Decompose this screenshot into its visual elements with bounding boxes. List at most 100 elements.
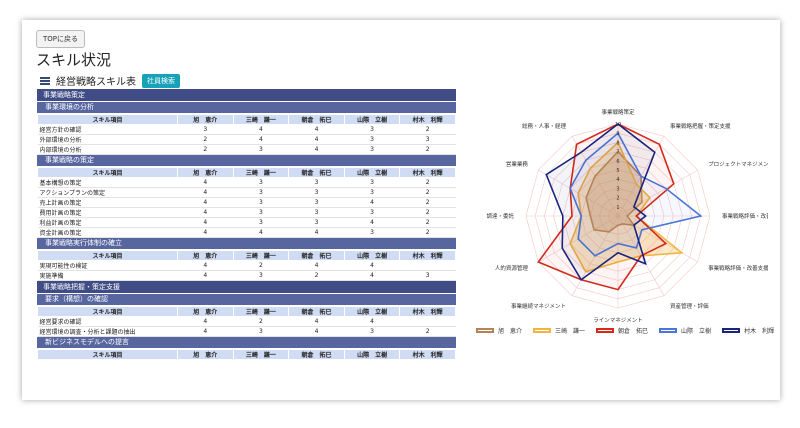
legend-item[interactable]: 村木 利輝 — [722, 326, 774, 335]
member-header: 旭 恵介 — [177, 114, 234, 125]
app-window: TOPに戻る スキル状況 経営戦略スキル表 社員検索 事業戦略策定 事業環境の分析… — [22, 20, 780, 400]
skill-level: 2 — [177, 144, 234, 155]
skill-level: 3 — [177, 124, 234, 135]
skill-level: 4 — [177, 217, 234, 228]
skill-level: 4 — [233, 134, 289, 145]
skill-level: 4 — [233, 227, 289, 238]
legend-swatch — [722, 328, 741, 333]
skill-level: 4 — [177, 260, 234, 271]
member-header: 朝倉 拓巳 — [288, 349, 345, 360]
chart-legend: 旭 恵介 三崎 謙一 朝倉 拓巳 山際 立樹 村木 利輝 — [476, 326, 774, 335]
member-header: 三崎 謙一 — [232, 114, 290, 125]
skill-level: 3 — [344, 124, 400, 135]
skill-level: 4 — [177, 316, 234, 327]
skill-level: 3 — [233, 197, 289, 208]
skill-level: 4 — [177, 207, 234, 218]
radar-chart: 1 2 3 4 5 6 7 8 9 10 事業戦略策定事業戦略把握・策定支援プロジェクトマネジメント… — [486, 108, 768, 324]
skill-name: 利益計画の策定 — [37, 217, 178, 228]
group-title: 要求（構想）の確認 — [37, 294, 456, 306]
skill-level — [399, 316, 456, 327]
skill-level: 4 — [344, 316, 400, 327]
axis-label: 事業継続マネジメント — [511, 302, 566, 310]
skill-level: 3 — [344, 144, 400, 155]
series-line — [585, 150, 643, 233]
member-header: 旭 恵介 — [177, 250, 234, 261]
employee-search-button[interactable]: 社員検索 — [142, 73, 180, 88]
skill-level: 2 — [177, 134, 234, 145]
top-button[interactable]: TOPに戻る — [36, 30, 86, 48]
member-header: 旭 恵介 — [177, 349, 234, 360]
tick-label: 8 — [616, 140, 619, 146]
skill-level: 4 — [344, 270, 400, 281]
skill-level: 2 — [399, 144, 456, 155]
skill-name: 資金計画の策定 — [37, 227, 178, 238]
grid-spoke — [617, 215, 698, 263]
skill-level: 3 — [233, 144, 289, 155]
skill-level: 4 — [344, 217, 400, 228]
legend-item[interactable]: 朝倉 拓巳 — [596, 326, 648, 335]
member-header: 朝倉 拓巳 — [288, 306, 345, 317]
skill-header: スキル項目 — [37, 250, 178, 261]
table-row: 資金計画の策定 4 4 4 3 2 — [37, 227, 456, 238]
legend-item[interactable]: 山際 立樹 — [659, 326, 711, 335]
axis-label: 営業業務 — [506, 160, 529, 168]
member-header: 三崎 謙一 — [232, 349, 290, 360]
skill-name: 実施準備 — [37, 270, 178, 281]
member-header: 山際 立樹 — [343, 349, 401, 360]
list-icon — [40, 76, 50, 85]
skill-level: 3 — [344, 187, 400, 198]
header-row: スキル項目旭 恵介 三崎 謙一 朝倉 拓巳 山際 立樹 村木 利輝 — [37, 114, 456, 125]
skill-level: 3 — [344, 177, 400, 188]
header-row: スキル項目旭 恵介 三崎 謙一 朝倉 拓巳 山際 立樹 村木 利輝 — [37, 167, 456, 178]
axis-label: 総務・人事・経理 — [522, 122, 567, 130]
member-header: 朝倉 拓巳 — [288, 167, 345, 178]
skill-level: 2 — [399, 197, 456, 208]
table-row: 内部環境の分析 2 3 4 3 2 — [37, 144, 456, 155]
tick-label: 3 — [616, 186, 619, 192]
table-row: 費用計画の策定 4 3 3 3 2 — [37, 207, 456, 218]
skill-level: 4 — [288, 316, 345, 327]
skill-level: 4 — [177, 227, 234, 238]
legend-item[interactable]: 旭 恵介 — [476, 326, 522, 335]
skill-level: 4 — [288, 144, 345, 155]
table-row: 基本構想の策定 4 3 3 3 2 — [37, 177, 456, 188]
axis-label: 事業戦略評価・改善 — [722, 212, 768, 220]
skill-level: 3 — [344, 227, 400, 238]
skill-level: 4 — [233, 124, 289, 135]
skill-level: 4 — [288, 134, 345, 145]
axis-label: 資産管理・評価 — [670, 302, 709, 310]
skill-name: 内部環境の分析 — [37, 144, 178, 155]
member-header: 三崎 謙一 — [232, 167, 290, 178]
skill-level: 3 — [233, 207, 289, 218]
skill-name: 経営環境の調査・分析と課題の抽出 — [37, 326, 178, 337]
skill-name: 実現可能性の検証 — [37, 260, 178, 271]
member-header: 村木 利輝 — [399, 306, 456, 317]
section-title: 事業戦略把握・策定支援 — [37, 281, 456, 294]
member-header: 村木 利輝 — [399, 349, 456, 360]
member-header: 村木 利輝 — [399, 250, 456, 261]
skill-name: 経営要求の確認 — [37, 316, 178, 327]
legend-swatch — [476, 328, 494, 333]
skill-name: 経営方針の確認 — [37, 124, 178, 135]
skill-level: 2 — [399, 124, 456, 135]
skill-level: 4 — [344, 197, 400, 208]
member-header: 三崎 謙一 — [232, 250, 290, 261]
legend-label: 山際 立樹 — [681, 328, 712, 335]
member-header: 旭 恵介 — [177, 306, 234, 317]
member-header: 山際 立樹 — [343, 167, 401, 178]
member-header: 三崎 謙一 — [232, 306, 290, 317]
skill-group-table: スキル項目旭 恵介 三崎 謙一 朝倉 拓巳 山際 立樹 村木 利輝 基本構想の策定 4 3 3 3… — [37, 167, 456, 238]
legend-item[interactable]: 三崎 謙一 — [533, 326, 585, 335]
skill-level: 2 — [288, 270, 345, 281]
skill-level: 3 — [288, 217, 345, 228]
skill-group-table: スキル項目旭 恵介 三崎 謙一 朝倉 拓巳 山際 立樹 村木 利輝 経営方針の確認 3 4 4 3… — [37, 114, 456, 155]
tick-label: 10 — [615, 122, 621, 128]
legend-swatch — [533, 328, 552, 333]
skill-level: 4 — [288, 124, 345, 135]
skill-level: 3 — [233, 177, 289, 188]
member-header: 山際 立樹 — [343, 114, 401, 125]
member-header: 旭 恵介 — [177, 167, 234, 178]
header-row: スキル項目旭 恵介 三崎 謙一 朝倉 拓巳 山際 立樹 村木 利輝 — [37, 306, 456, 317]
skill-name: 費用計画の策定 — [37, 207, 178, 218]
legend-label: 村木 利輝 — [744, 328, 775, 335]
